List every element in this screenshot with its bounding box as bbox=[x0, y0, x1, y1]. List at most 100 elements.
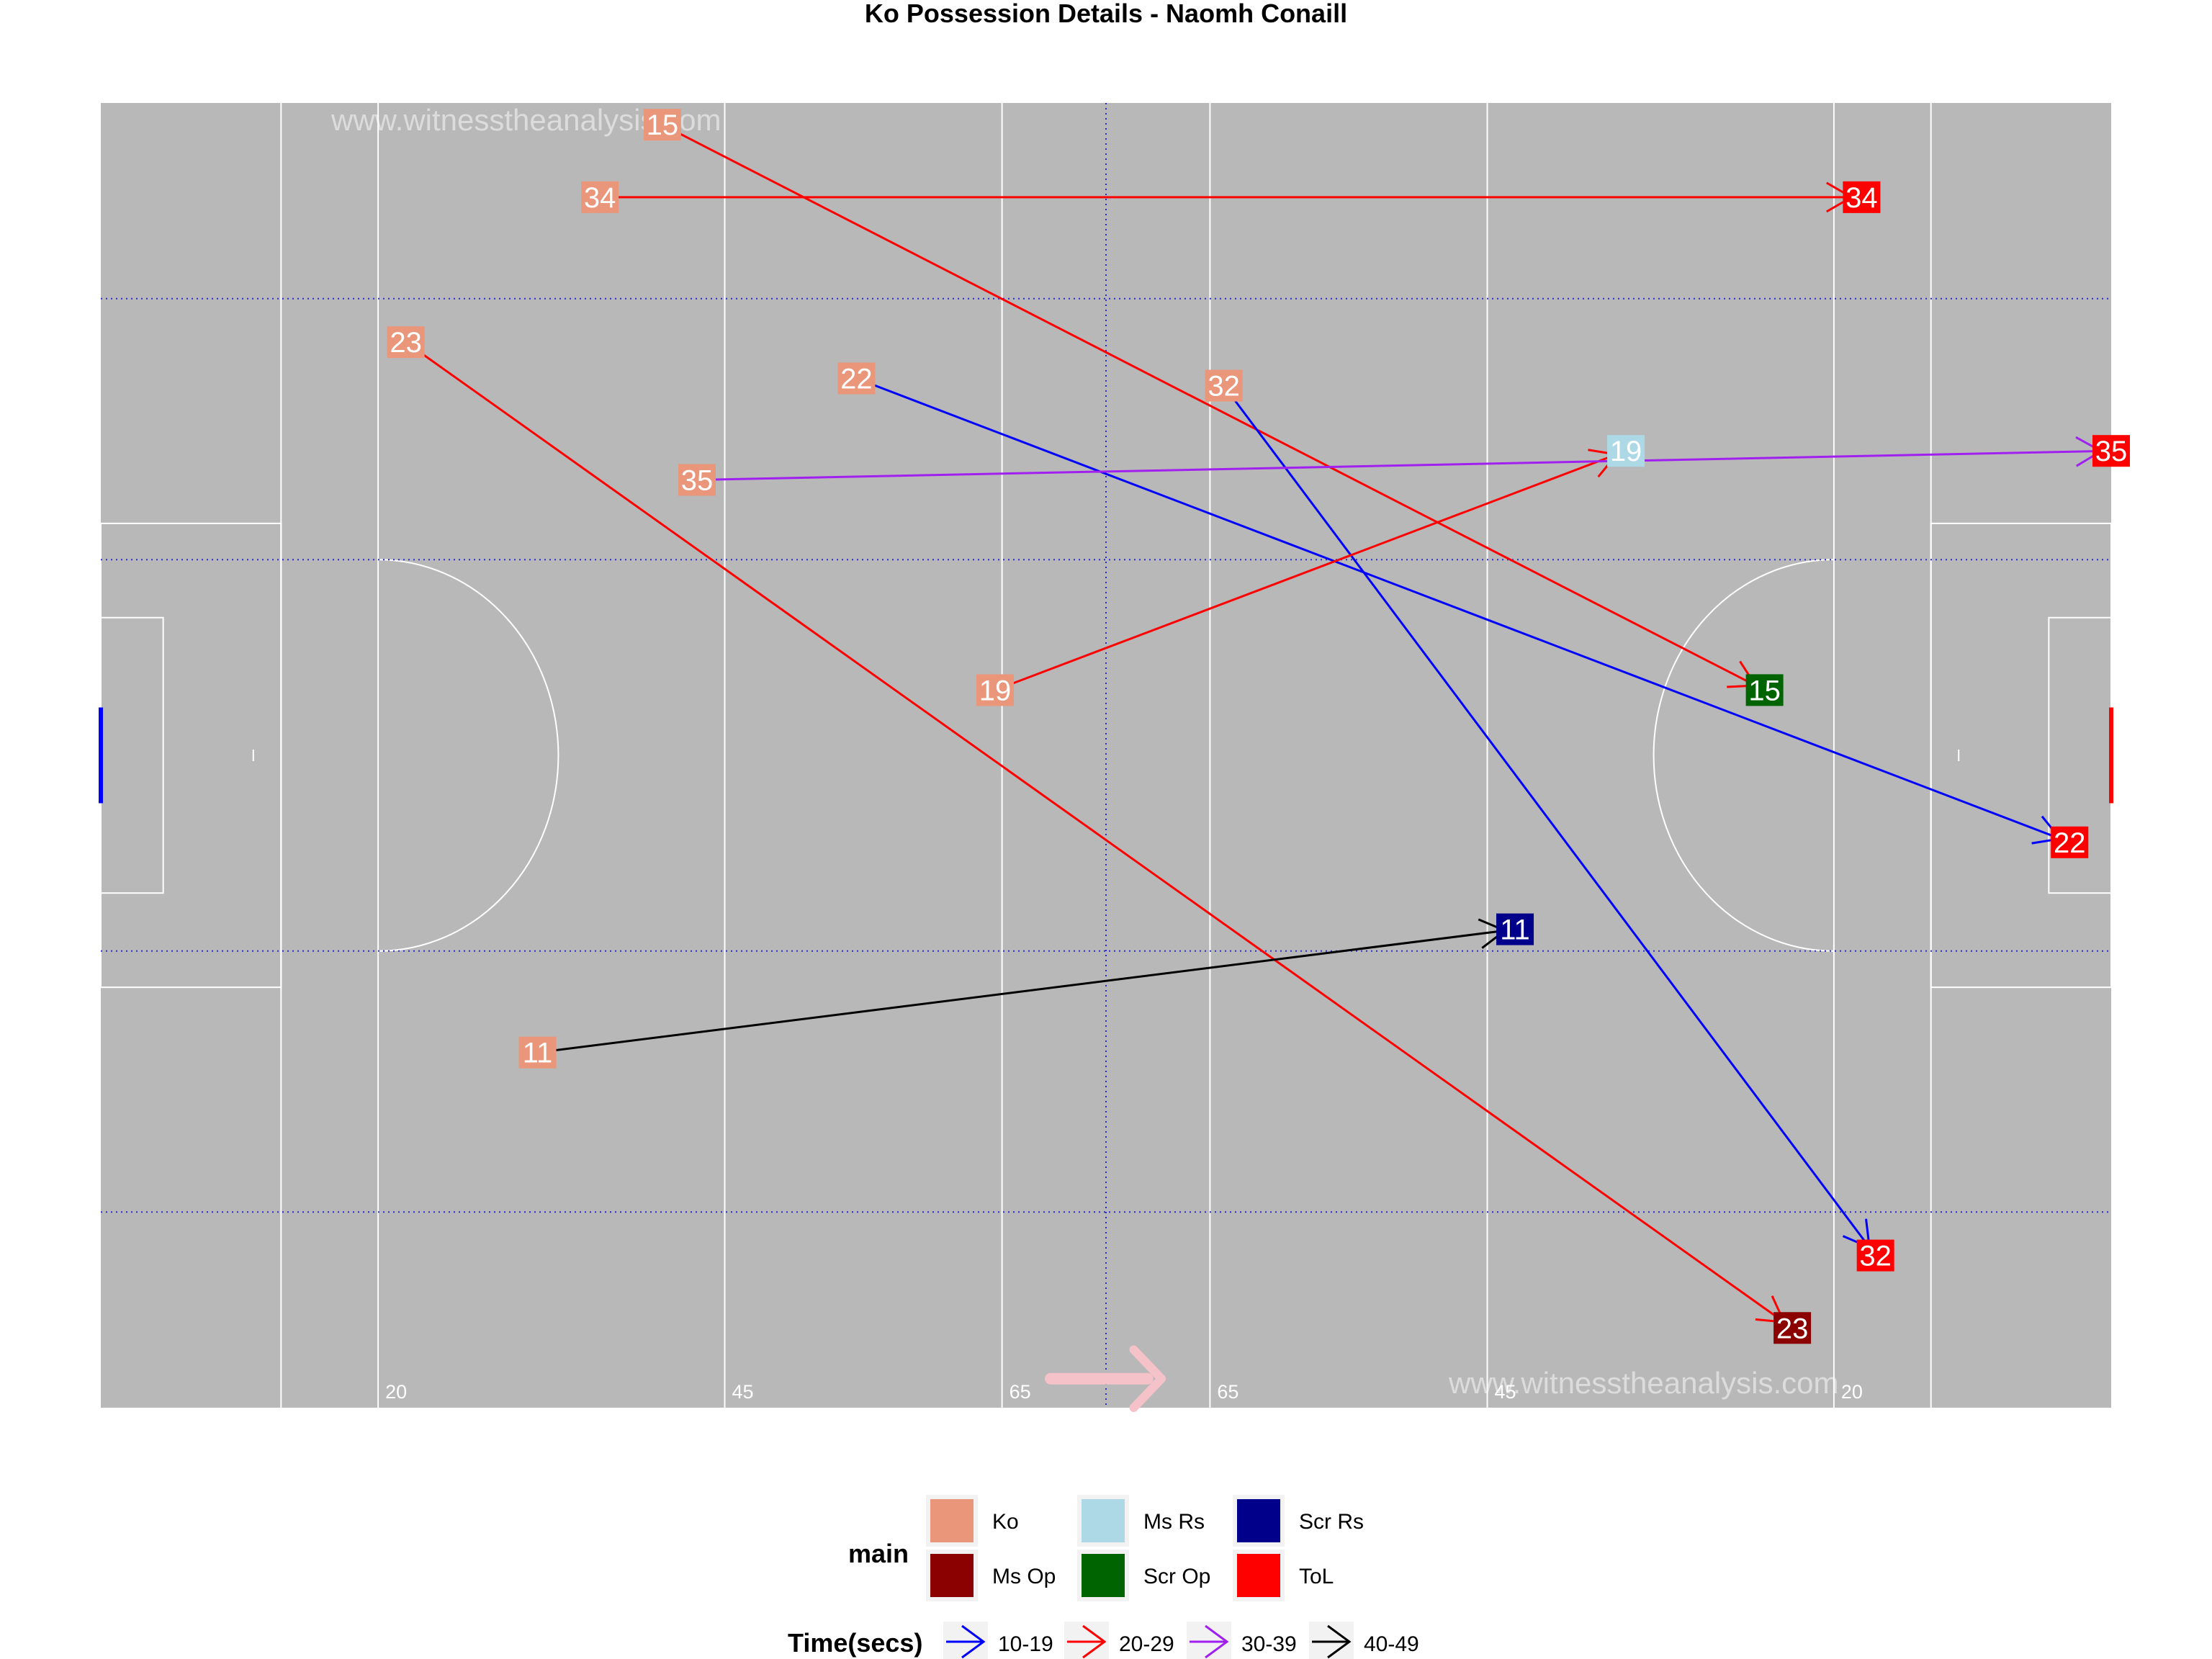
legend-main-item: Scr Rs bbox=[1233, 1495, 1364, 1547]
legend-time-arrowhead bbox=[1205, 1624, 1229, 1659]
possession-path bbox=[696, 449, 2112, 481]
arc-left bbox=[378, 559, 559, 952]
legend-swatch bbox=[930, 1499, 974, 1542]
pitch-distance-labels: 20 45 65 65 45 20 bbox=[385, 1345, 1863, 1412]
possession-end-label: 11 bbox=[1496, 913, 1534, 946]
possession-end-label-text: 11 bbox=[1500, 914, 1530, 946]
possession-end-label: 23 bbox=[1773, 1312, 1812, 1344]
possession-start-label-text: 11 bbox=[523, 1038, 553, 1069]
pitch bbox=[99, 103, 2113, 1408]
possession-start-label-box bbox=[678, 464, 716, 496]
possession-end-label-box bbox=[1773, 1312, 1812, 1344]
possession-end-label: 34 bbox=[1843, 181, 1881, 214]
legend-time-label: 30-39 bbox=[1241, 1632, 1297, 1656]
possession-start-label: 19 bbox=[976, 674, 1014, 706]
possession-path bbox=[405, 341, 1794, 1329]
legend-time-item: 10-19 bbox=[943, 1622, 1053, 1659]
possession-end-label-text: 15 bbox=[1748, 675, 1781, 706]
legend-swatch bbox=[1082, 1554, 1125, 1597]
legend-main-label: Ms Rs bbox=[1143, 1510, 1205, 1534]
legend-time-item: 30-39 bbox=[1187, 1622, 1297, 1659]
watermark-bottom: www.witnesstheanalysis.com bbox=[1448, 1366, 1839, 1400]
legend-time-label: 20-29 bbox=[1119, 1632, 1174, 1656]
possession-start-label-box bbox=[518, 1036, 557, 1069]
possession-end-label-box bbox=[1607, 435, 1645, 467]
legend-swatch bbox=[1237, 1554, 1280, 1597]
possession-layer: 15 15 34 34 23 23 22 22 32 32 19 19 35 35 11 11 bbox=[387, 109, 2130, 1344]
attack-direction-arrowhead bbox=[1129, 1345, 1166, 1412]
possession-end-label: 19 bbox=[1607, 435, 1645, 467]
legend-main-label: Scr Op bbox=[1143, 1565, 1210, 1588]
possession-start-label: 35 bbox=[678, 464, 716, 496]
possession-path bbox=[994, 449, 1627, 691]
distance-label: 65 bbox=[1010, 1381, 1031, 1403]
possession-start-label-box bbox=[837, 362, 876, 395]
possession-path bbox=[537, 928, 1516, 1054]
possession-end-label-text: 35 bbox=[2095, 436, 2128, 467]
distance-label: 20 bbox=[1841, 1381, 1863, 1403]
possession-start-label-box bbox=[387, 326, 425, 359]
legend-time-label: 10-19 bbox=[998, 1632, 1053, 1656]
possession-end-label-box bbox=[2092, 435, 2130, 467]
legend-swatch bbox=[1237, 1499, 1280, 1542]
possession-start-label: 34 bbox=[581, 181, 619, 214]
legend-main-item: Ko bbox=[926, 1495, 1019, 1547]
possession-end-label-text: 19 bbox=[1610, 436, 1642, 467]
legend-time-arrowhead bbox=[1327, 1624, 1352, 1659]
possession-end-label-text: 22 bbox=[2054, 827, 2086, 859]
legend-main-label: ToL bbox=[1299, 1565, 1334, 1588]
arc-right bbox=[1653, 559, 1834, 952]
possession-start-label: 15 bbox=[643, 109, 681, 141]
possession-start-label-text: 34 bbox=[584, 182, 616, 214]
possession-end-label-text: 23 bbox=[1776, 1313, 1809, 1344]
legend-main-label: Ms Op bbox=[992, 1565, 1056, 1588]
distance-label: 65 bbox=[1217, 1381, 1238, 1403]
possession-start-label-text: 35 bbox=[681, 464, 714, 496]
possession-end-label: 35 bbox=[2092, 435, 2130, 467]
possession-start-label-text: 32 bbox=[1208, 371, 1240, 403]
possession-end-label-text: 32 bbox=[1859, 1241, 1892, 1272]
legend-main-item: Scr Op bbox=[1077, 1550, 1210, 1601]
chart-title: Ko Possession Details - Naomh Conaill bbox=[865, 0, 1347, 28]
possession-end-label: 32 bbox=[1856, 1239, 1894, 1272]
legend-main-label: Scr Rs bbox=[1299, 1510, 1364, 1534]
possession-end-label: 15 bbox=[1745, 674, 1784, 706]
possession-start-label: 22 bbox=[837, 362, 876, 395]
possession-start-label-text: 15 bbox=[647, 109, 679, 141]
legend-time-item: 20-29 bbox=[1064, 1622, 1174, 1659]
possession-end-label-box bbox=[1856, 1239, 1894, 1272]
distance-label: 45 bbox=[1495, 1381, 1516, 1403]
possession-end-label-text: 34 bbox=[1845, 182, 1878, 214]
possession-end-label-box bbox=[1496, 913, 1534, 945]
legend-swatch bbox=[930, 1554, 974, 1597]
possession-start-label: 32 bbox=[1205, 369, 1243, 403]
legend-main-item: Ms Op bbox=[926, 1550, 1056, 1601]
possession-end-label-box bbox=[2051, 826, 2089, 858]
possession-start-label-box bbox=[976, 674, 1014, 706]
legend-time-label: 40-49 bbox=[1364, 1632, 1419, 1656]
possession-start-label: 23 bbox=[387, 326, 425, 359]
possession-end-label-box bbox=[1843, 181, 1881, 213]
legend-time-arrowhead bbox=[1082, 1624, 1107, 1659]
distance-label: 20 bbox=[385, 1381, 407, 1403]
possession-start-label: 11 bbox=[518, 1036, 557, 1069]
legend-time-title: Time(secs) bbox=[788, 1628, 922, 1658]
possession-path bbox=[855, 377, 2070, 844]
legend-time-item: 40-49 bbox=[1309, 1622, 1419, 1659]
legend-main-label: Ko bbox=[992, 1510, 1019, 1534]
legend-main-title: main bbox=[848, 1539, 909, 1568]
possession-end-label: 22 bbox=[2051, 826, 2089, 859]
legend: main Ko Ms Op Ms Rs Scr Op Scr Rs ToL Time(secs… bbox=[788, 1495, 1419, 1659]
possession-path bbox=[662, 123, 1766, 691]
possession-path bbox=[1223, 385, 1876, 1256]
possession-start-label-text: 19 bbox=[979, 675, 1012, 706]
possession-end-label-box bbox=[1745, 674, 1784, 706]
possession-start-label-box bbox=[1205, 369, 1243, 402]
legend-main-item: Ms Rs bbox=[1077, 1495, 1205, 1547]
possession-start-label-box bbox=[643, 109, 681, 141]
legend-main-item: ToL bbox=[1233, 1550, 1334, 1601]
possession-start-label-text: 22 bbox=[840, 364, 873, 395]
possession-start-label-box bbox=[581, 181, 619, 213]
distance-label: 45 bbox=[732, 1381, 753, 1403]
